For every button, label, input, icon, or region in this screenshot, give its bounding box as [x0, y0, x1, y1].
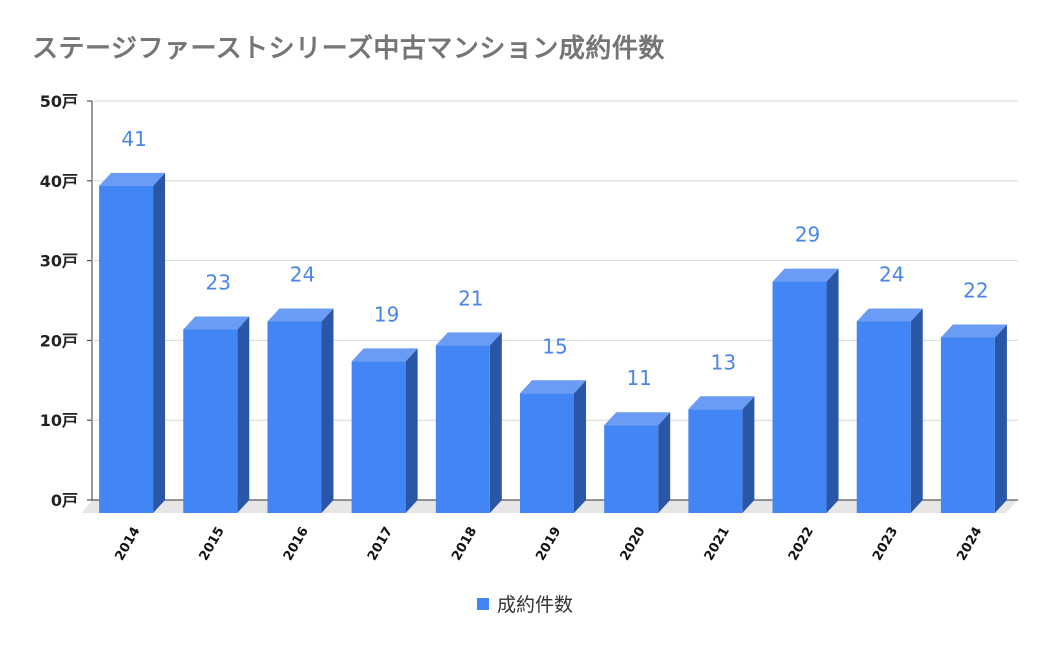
y-tick-label: 0戸	[51, 491, 78, 510]
x-tick-label: 2018	[449, 525, 480, 564]
bar	[940, 324, 1007, 513]
bar-side	[153, 172, 166, 513]
y-tick-label: 20戸	[40, 331, 78, 350]
x-tick-label: 2017	[365, 525, 396, 564]
data-label: 24	[290, 262, 315, 286]
data-label: 13	[711, 350, 736, 374]
bar-front	[940, 337, 995, 513]
x-tick-label: 2015	[197, 525, 228, 564]
data-label: 23	[206, 270, 231, 294]
bar-front	[520, 393, 574, 513]
legend-swatch	[476, 597, 489, 610]
bar	[435, 332, 502, 513]
x-tick-label: 2016	[281, 525, 312, 564]
bar-top	[772, 268, 839, 282]
bar	[688, 396, 755, 513]
data-label: 21	[458, 286, 483, 310]
bar-front	[435, 345, 490, 513]
data-label: 24	[879, 262, 904, 286]
y-tick-label: 10戸	[40, 411, 78, 430]
bar-side	[405, 348, 418, 513]
x-tick-label: 2019	[533, 525, 564, 564]
bar	[856, 308, 923, 513]
x-tick-label: 2023	[870, 525, 901, 564]
bar-front	[351, 361, 406, 513]
bar	[267, 308, 334, 513]
bar-side	[826, 268, 839, 513]
x-tick-label: 2020	[618, 525, 649, 564]
bar-front	[604, 425, 659, 513]
bar-front	[688, 409, 743, 513]
chart-title: ステージファーストシリーズ中古マンション成約件数	[32, 34, 665, 64]
bar-front	[772, 281, 827, 513]
y-tick-label: 30戸	[40, 252, 78, 271]
legend-label: 成約件数	[496, 594, 573, 616]
bar-top	[351, 348, 418, 362]
bar	[772, 268, 839, 513]
data-label: 15	[542, 334, 567, 358]
y-tick-label: 40戸	[40, 172, 78, 191]
x-tick-label: 2014	[112, 525, 143, 564]
bar-top	[267, 308, 334, 322]
y-tick-label: 50戸	[40, 92, 78, 111]
data-labels: 41 23 24 19 21 15 11 13 29 24 22	[121, 127, 988, 390]
bars	[99, 172, 1007, 513]
bar	[183, 316, 250, 513]
legend: 成約件数	[0, 590, 1050, 617]
x-axis-labels: 2014 2015 2016 2017 2018 2019 2020 2021 2022 2023…	[112, 525, 985, 564]
data-label: 19	[374, 302, 399, 326]
x-tick-label: 2022	[786, 525, 817, 564]
bar-side	[574, 380, 586, 513]
bar-side	[994, 324, 1007, 513]
bar-top	[99, 172, 166, 186]
bar-top	[688, 396, 755, 410]
x-tick-label: 2021	[702, 525, 733, 564]
bar-front	[99, 185, 154, 513]
bar-top	[435, 332, 502, 346]
bar-front	[267, 321, 322, 513]
bar-top	[604, 412, 671, 426]
data-label: 22	[963, 278, 988, 302]
bar-top	[940, 324, 1007, 338]
bar-top	[520, 380, 586, 394]
bar	[604, 412, 671, 513]
bar-side	[237, 316, 250, 513]
bar	[351, 348, 418, 513]
bar-side	[742, 396, 755, 513]
bar-side	[321, 308, 334, 513]
bar-top	[183, 316, 250, 330]
bar	[520, 380, 586, 513]
y-axis-labels: 0戸 10戸 20戸 30戸 40戸 50戸	[40, 92, 78, 510]
data-label: 41	[121, 127, 146, 151]
bar-front	[183, 329, 238, 513]
bar-top	[856, 308, 923, 322]
bar-front	[856, 321, 911, 513]
data-label: 11	[626, 366, 651, 390]
data-label: 29	[795, 223, 820, 247]
bar-side	[910, 308, 923, 513]
bar-side	[489, 332, 502, 513]
x-tick-label: 2024	[954, 525, 985, 564]
bar	[99, 172, 166, 513]
bar-side	[658, 412, 671, 513]
